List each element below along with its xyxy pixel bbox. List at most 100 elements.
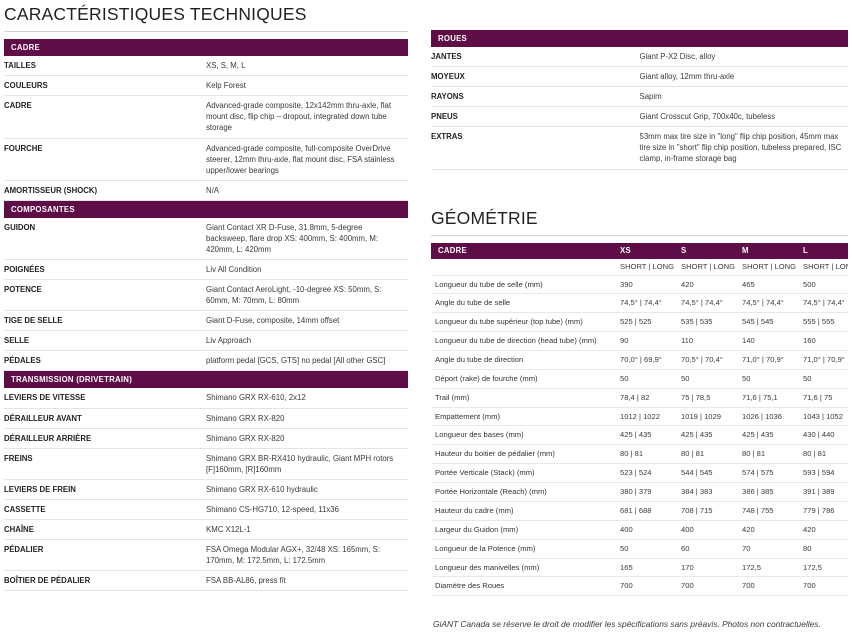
geometry-cell: 110 xyxy=(681,331,742,352)
geometry-header-row: CADRE XS S M L xyxy=(431,242,848,259)
geometry-table-clip: CADRE XS S M L SHORT | LONG SHORT | LONG SHORT … xyxy=(431,242,848,597)
geometry-cell: 400 xyxy=(681,520,742,540)
geometry-cell: 420 xyxy=(803,520,848,540)
spec-value: Kelp Forest xyxy=(206,75,408,97)
spec-value: platform pedal [GCS, GTS] no pedal [All … xyxy=(206,350,408,372)
geometry-row-label: Longueur des manivelles (mm) xyxy=(431,558,620,578)
geometry-row-label: Largeur du Guidon (mm) xyxy=(431,520,620,540)
geometry-row: Hauteur du boitier de pédalier (mm) 80 | … xyxy=(431,444,848,465)
spec-value: FSA Omega Modular AGX+, 32/48 XS: 165mm,… xyxy=(206,539,408,572)
spec-row: GUIDON Giant Contact XR D-Fuse, 31.8mm, 5… xyxy=(4,217,408,260)
spec-label: CHAÎNE xyxy=(4,519,206,540)
spec-label: POIGNÉES xyxy=(4,259,206,281)
geometry-cell: 165 xyxy=(620,558,681,578)
geometry-cell: 70,5° | 70,4° xyxy=(681,350,742,370)
geometry-cell: 70 xyxy=(742,539,803,559)
spec-row: PÉDALIER FSA Omega Modular AGX+, 32/48 XS… xyxy=(4,539,408,572)
spec-value: KMC X12L-1 xyxy=(206,519,408,540)
geometry-cell: 50 xyxy=(620,539,681,559)
section-header-label: ROUES xyxy=(431,30,848,48)
spec-value: Liv Approach xyxy=(206,330,408,352)
spec-row: CHAÎNE KMC X12L-1 xyxy=(4,519,408,540)
geometry-cell: 80 | 81 xyxy=(681,444,742,465)
spec-label: RAYONS xyxy=(431,86,640,108)
geometry-cell: 74,5° | 74,4° xyxy=(803,293,848,314)
geometry-cell: 681 | 688 xyxy=(620,501,681,521)
wheels-table: ROUES JANTES Giant P-X2 Disc, alloy MOYEUX G… xyxy=(431,30,848,170)
geometry-row: Largeur du Guidon (mm) 400 400 420 420 xyxy=(431,520,848,540)
spec-label: BOÎTIER DE PÉDALIER xyxy=(4,570,206,592)
geometry-cell: 74,5° | 74,4° xyxy=(681,293,742,314)
geometry-cell: 748 | 755 xyxy=(742,501,803,521)
spec-row: BOÎTIER DE PÉDALIER FSA BB-AL86, press fi… xyxy=(4,570,408,592)
geometry-cell: 50 xyxy=(681,369,742,389)
geometry-cell: 50 xyxy=(742,369,803,389)
geometry-cell: 425 | 435 xyxy=(742,425,803,446)
geometry-row-label: Trail (mm) xyxy=(431,388,620,408)
geometry-cell: 425 | 435 xyxy=(620,425,681,446)
spec-label: AMORTISSEUR (SHOCK) xyxy=(4,180,206,201)
geometry-row: Longueur des manivelles (mm) 165 170 172,5 1… xyxy=(431,558,848,578)
geometry-cell: 80 | 81 xyxy=(742,444,803,465)
geometry-cell: 535 | 535 xyxy=(681,312,742,333)
spec-label: FREINS xyxy=(4,448,206,480)
section-header-row: TRANSMISSION (DRIVETRAIN) xyxy=(4,370,408,389)
spec-row: AMORTISSEUR (SHOCK) N/A xyxy=(4,180,408,201)
geometry-row-label: Longueur de la Potence (mm) xyxy=(431,539,620,559)
geometry-cell: 574 | 575 xyxy=(742,463,803,484)
geometry-cell: 74,5° | 74,4° xyxy=(620,293,681,314)
geometry-cell: 1026 | 1036 xyxy=(742,407,803,427)
geometry-cell: 465 xyxy=(742,275,803,295)
geometry-subheader-row: SHORT | LONG SHORT | LONG SHORT | LONG SHOR… xyxy=(431,258,848,276)
spec-value: Liv All Condition xyxy=(206,259,408,281)
geometry-spacer xyxy=(431,170,848,204)
geometry-size-header: L xyxy=(803,242,848,259)
spec-label: LEVIERS DE FREIN xyxy=(4,479,206,500)
geometry-row-label: Portée Verticale (Stack) (mm) xyxy=(431,463,620,484)
geometry-cell: 390 xyxy=(620,275,681,295)
geometry-cell: 75 | 78,5 xyxy=(681,388,742,408)
geometry-cell: 386 | 385 xyxy=(742,482,803,502)
spec-value: Shimano GRX BR-RX410 hydraulic, Giant MP… xyxy=(206,448,408,480)
right-top-spacer xyxy=(431,0,848,30)
geometry-cell: 70,0° | 69,9° xyxy=(620,350,681,370)
geometry-row: Angle du tube de direction 70,0° | 69,9° 7… xyxy=(431,350,848,370)
geometry-row-label: Hauteur du cadre (mm) xyxy=(431,501,620,521)
spec-row: CADRE Advanced-grade composite, 12x142mm … xyxy=(4,95,408,139)
geometry-cell: 430 | 440 xyxy=(803,425,848,446)
geometry-cell: 555 | 555 xyxy=(803,312,848,333)
spec-row: PÉDALES platform pedal [GCS, GTS] no peda… xyxy=(4,350,408,372)
geometry-subheader-cell: SHORT | LONG xyxy=(742,258,803,276)
geometry-cell: 1019 | 1029 xyxy=(681,407,742,427)
geometry-row-label: Portée Horizontale (Reach) (mm) xyxy=(431,482,620,502)
geometry-cell: 700 xyxy=(620,576,681,597)
geometry-table: CADRE XS S M L SHORT | LONG SHORT | LONG SHORT … xyxy=(431,242,848,597)
spec-value: N/A xyxy=(206,180,408,201)
specifications-table: CADRE TAILLES XS, S, M, L COULEURS Kelp Fore… xyxy=(4,39,408,592)
spec-label: CASSETTE xyxy=(4,499,206,520)
geometry-size-header: S xyxy=(681,242,742,259)
geometry-cell: 172,5 xyxy=(803,558,848,578)
geometry-subheader-blank xyxy=(431,258,620,276)
geometry-row-label: Longueur des bases (mm) xyxy=(431,425,620,446)
spec-row: RAYONS Sapim xyxy=(431,86,848,108)
spec-value: Shimano GRX RX-820 xyxy=(206,408,408,429)
geometry-cell: 380 | 379 xyxy=(620,482,681,502)
geometry-row: Trail (mm) 78,4 | 82 75 | 78,5 71,6 | 75,1 7… xyxy=(431,388,848,408)
section-header-label: COMPOSANTES xyxy=(4,200,408,218)
geometry-row: Déport (rake) de fourche (mm) 50 50 50 50 xyxy=(431,369,848,389)
geometry-cell: 60 xyxy=(681,539,742,559)
spec-row: MOYEUX Giant alloy, 12mm thru-axle xyxy=(431,66,848,88)
spec-row: DÉRAILLEUR AVANT Shimano GRX RX-820 xyxy=(4,408,408,429)
geometry-cell: 700 xyxy=(742,576,803,597)
geometry-subheader-cell: SHORT | LONG xyxy=(620,258,681,276)
geometry-header-label: CADRE xyxy=(431,242,620,259)
geometry-size-header: M xyxy=(742,242,803,259)
spec-label: DÉRAILLEUR AVANT xyxy=(4,408,206,429)
left-column: CARACTÉRISTIQUES TECHNIQUES CADRE TAILLES… xyxy=(4,0,408,592)
geometry-row-label: Longueur du tube de direction (head tube… xyxy=(431,331,620,352)
geometry-cell: 71,0° | 70,9° xyxy=(803,350,848,370)
spec-value: Shimano GRX RX-610, 2x12 xyxy=(206,388,408,409)
geometry-cell: 1012 | 1022 xyxy=(620,407,681,427)
